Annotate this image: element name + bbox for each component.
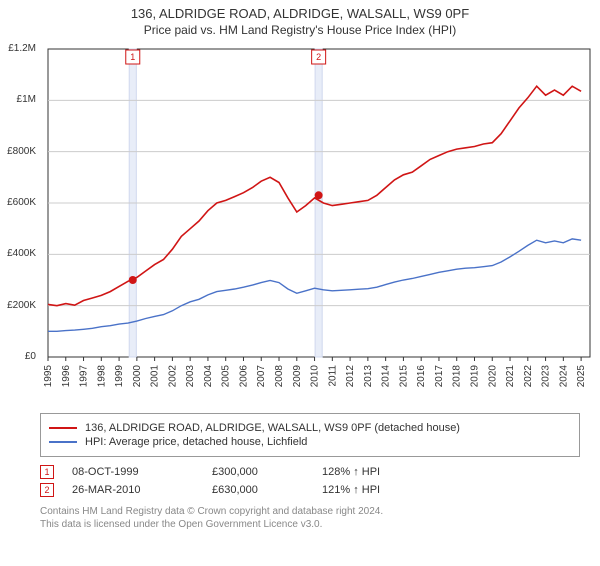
svg-text:2016: 2016 [416, 365, 427, 388]
svg-text:2011: 2011 [327, 365, 338, 387]
y-tick-label: £1M [0, 94, 36, 105]
footer: Contains HM Land Registry data © Crown c… [40, 505, 580, 531]
svg-text:1999: 1999 [114, 365, 125, 388]
sale-badge-2: 2 [40, 483, 54, 497]
legend-swatch-0 [49, 427, 77, 429]
footer-line-1: Contains HM Land Registry data © Crown c… [40, 505, 580, 518]
y-tick-label: £600K [0, 197, 36, 208]
svg-text:2010: 2010 [310, 365, 321, 388]
sale-pct-1: 128% ↑ HPI [322, 466, 442, 478]
chart-title: 136, ALDRIDGE ROAD, ALDRIDGE, WALSALL, W… [0, 6, 600, 21]
svg-text:2013: 2013 [363, 365, 374, 388]
svg-text:1995: 1995 [43, 365, 54, 388]
legend-box: 136, ALDRIDGE ROAD, ALDRIDGE, WALSALL, W… [40, 413, 580, 457]
sale-badge-1-num: 1 [44, 467, 49, 477]
svg-text:2019: 2019 [469, 365, 480, 388]
sales-list: 1 08-OCT-1999 £300,000 128% ↑ HPI 2 26-M… [40, 465, 580, 497]
sale-badge-1: 1 [40, 465, 54, 479]
legend-row-1: HPI: Average price, detached house, Lich… [49, 436, 571, 448]
legend-row-0: 136, ALDRIDGE ROAD, ALDRIDGE, WALSALL, W… [49, 422, 571, 434]
svg-text:1997: 1997 [79, 365, 90, 388]
svg-text:2006: 2006 [238, 365, 249, 388]
svg-text:2002: 2002 [167, 365, 178, 388]
svg-text:2020: 2020 [487, 365, 498, 388]
svg-text:2015: 2015 [398, 365, 409, 388]
svg-text:2017: 2017 [434, 365, 445, 388]
svg-text:1998: 1998 [96, 365, 107, 388]
sale-price-1: £300,000 [212, 466, 322, 478]
legend-swatch-1 [49, 441, 77, 443]
legend-label-1: HPI: Average price, detached house, Lich… [85, 436, 307, 448]
svg-text:2021: 2021 [505, 365, 516, 388]
svg-text:2001: 2001 [150, 365, 161, 388]
svg-text:2009: 2009 [292, 365, 303, 388]
y-tick-label: £0 [0, 351, 36, 362]
legend-label-0: 136, ALDRIDGE ROAD, ALDRIDGE, WALSALL, W… [85, 422, 460, 434]
svg-text:2007: 2007 [256, 365, 267, 388]
y-tick-label: £400K [0, 248, 36, 259]
svg-text:1: 1 [130, 52, 135, 62]
svg-text:2012: 2012 [345, 365, 356, 388]
sale-date-1: 08-OCT-1999 [72, 466, 212, 478]
footer-line-2: This data is licensed under the Open Gov… [40, 518, 580, 531]
svg-text:2018: 2018 [452, 365, 463, 388]
y-tick-label: £1.2M [0, 43, 36, 54]
sale-pct-2: 121% ↑ HPI [322, 484, 442, 496]
chart-area: 1995 1996 1997 1998 1999 2000 2001 2002 2003 2004… [40, 43, 600, 403]
sale-price-2: £630,000 [212, 484, 322, 496]
chart-subtitle: Price paid vs. HM Land Registry's House … [0, 23, 600, 37]
page-root: 136, ALDRIDGE ROAD, ALDRIDGE, WALSALL, W… [0, 6, 600, 566]
sale-date-2: 26-MAR-2010 [72, 484, 212, 496]
svg-text:2005: 2005 [221, 365, 232, 388]
svg-text:2008: 2008 [274, 365, 285, 388]
svg-text:2: 2 [316, 52, 321, 62]
y-tick-label: £800K [0, 146, 36, 157]
svg-text:2024: 2024 [558, 365, 569, 388]
svg-text:2023: 2023 [541, 365, 552, 388]
chart-svg: 1995 1996 1997 1998 1999 2000 2001 2002 2003 2004… [40, 43, 600, 403]
svg-text:2000: 2000 [132, 365, 143, 388]
svg-text:2003: 2003 [185, 365, 196, 388]
y-tick-label: £200K [0, 300, 36, 311]
sale-badge-2-num: 2 [44, 485, 49, 495]
sale-row-1: 1 08-OCT-1999 £300,000 128% ↑ HPI [40, 465, 580, 479]
svg-text:2025: 2025 [576, 365, 587, 388]
svg-text:1996: 1996 [61, 365, 72, 388]
svg-text:2014: 2014 [381, 365, 392, 388]
sale-row-2: 2 26-MAR-2010 £630,000 121% ↑ HPI [40, 483, 580, 497]
svg-text:2004: 2004 [203, 365, 214, 388]
svg-text:2022: 2022 [523, 365, 534, 388]
